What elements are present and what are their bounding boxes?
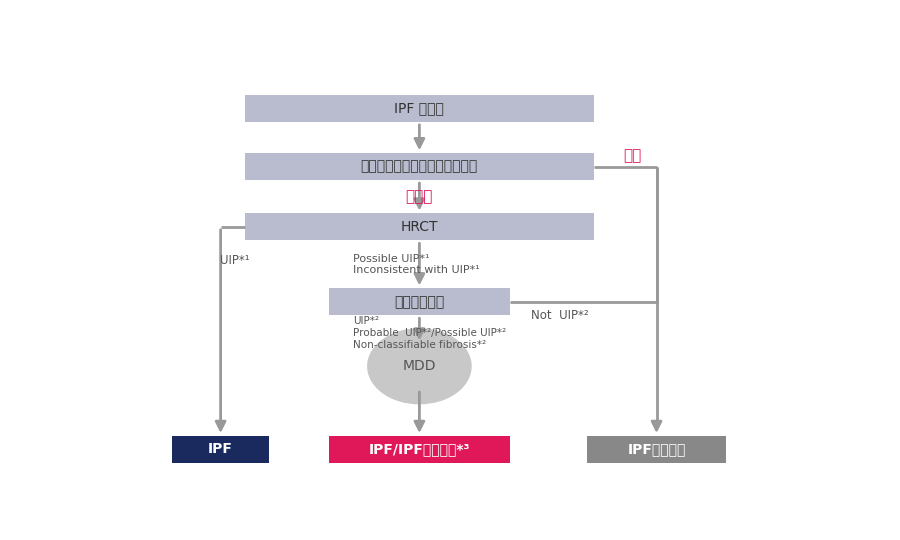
Text: IPF/IPFではない*³: IPF/IPFではない*³ (369, 442, 470, 456)
FancyBboxPatch shape (172, 436, 269, 463)
Text: IPF: IPF (208, 442, 233, 456)
Text: IPFではない: IPFではない (627, 442, 686, 456)
Text: IPF の疑い: IPF の疑い (394, 102, 445, 116)
Text: UIP*²
Probable  UIP*²/Possible UIP*²
Non-classifiable fibrosis*²: UIP*² Probable UIP*²/Possible UIP*² Non-… (353, 316, 507, 349)
Text: UIP*¹: UIP*¹ (220, 254, 249, 267)
Ellipse shape (367, 328, 472, 404)
FancyBboxPatch shape (587, 436, 726, 463)
FancyBboxPatch shape (328, 436, 510, 463)
FancyBboxPatch shape (245, 213, 594, 240)
Text: MDD: MDD (402, 359, 436, 373)
Text: 原因の明らかな間質性肺疾患？: 原因の明らかな間質性肺疾患？ (361, 160, 478, 174)
Text: Not  UIP*²: Not UIP*² (531, 309, 589, 322)
Text: はい: はい (623, 148, 642, 163)
Text: HRCT: HRCT (400, 220, 438, 234)
FancyBboxPatch shape (245, 153, 594, 180)
Text: いいえ: いいえ (406, 190, 433, 205)
Text: Possible UIP*¹
Inconsistent with UIP*¹: Possible UIP*¹ Inconsistent with UIP*¹ (353, 254, 480, 275)
FancyBboxPatch shape (328, 288, 510, 315)
FancyBboxPatch shape (245, 95, 594, 122)
Text: 外科的肺生検: 外科的肺生検 (394, 295, 445, 309)
